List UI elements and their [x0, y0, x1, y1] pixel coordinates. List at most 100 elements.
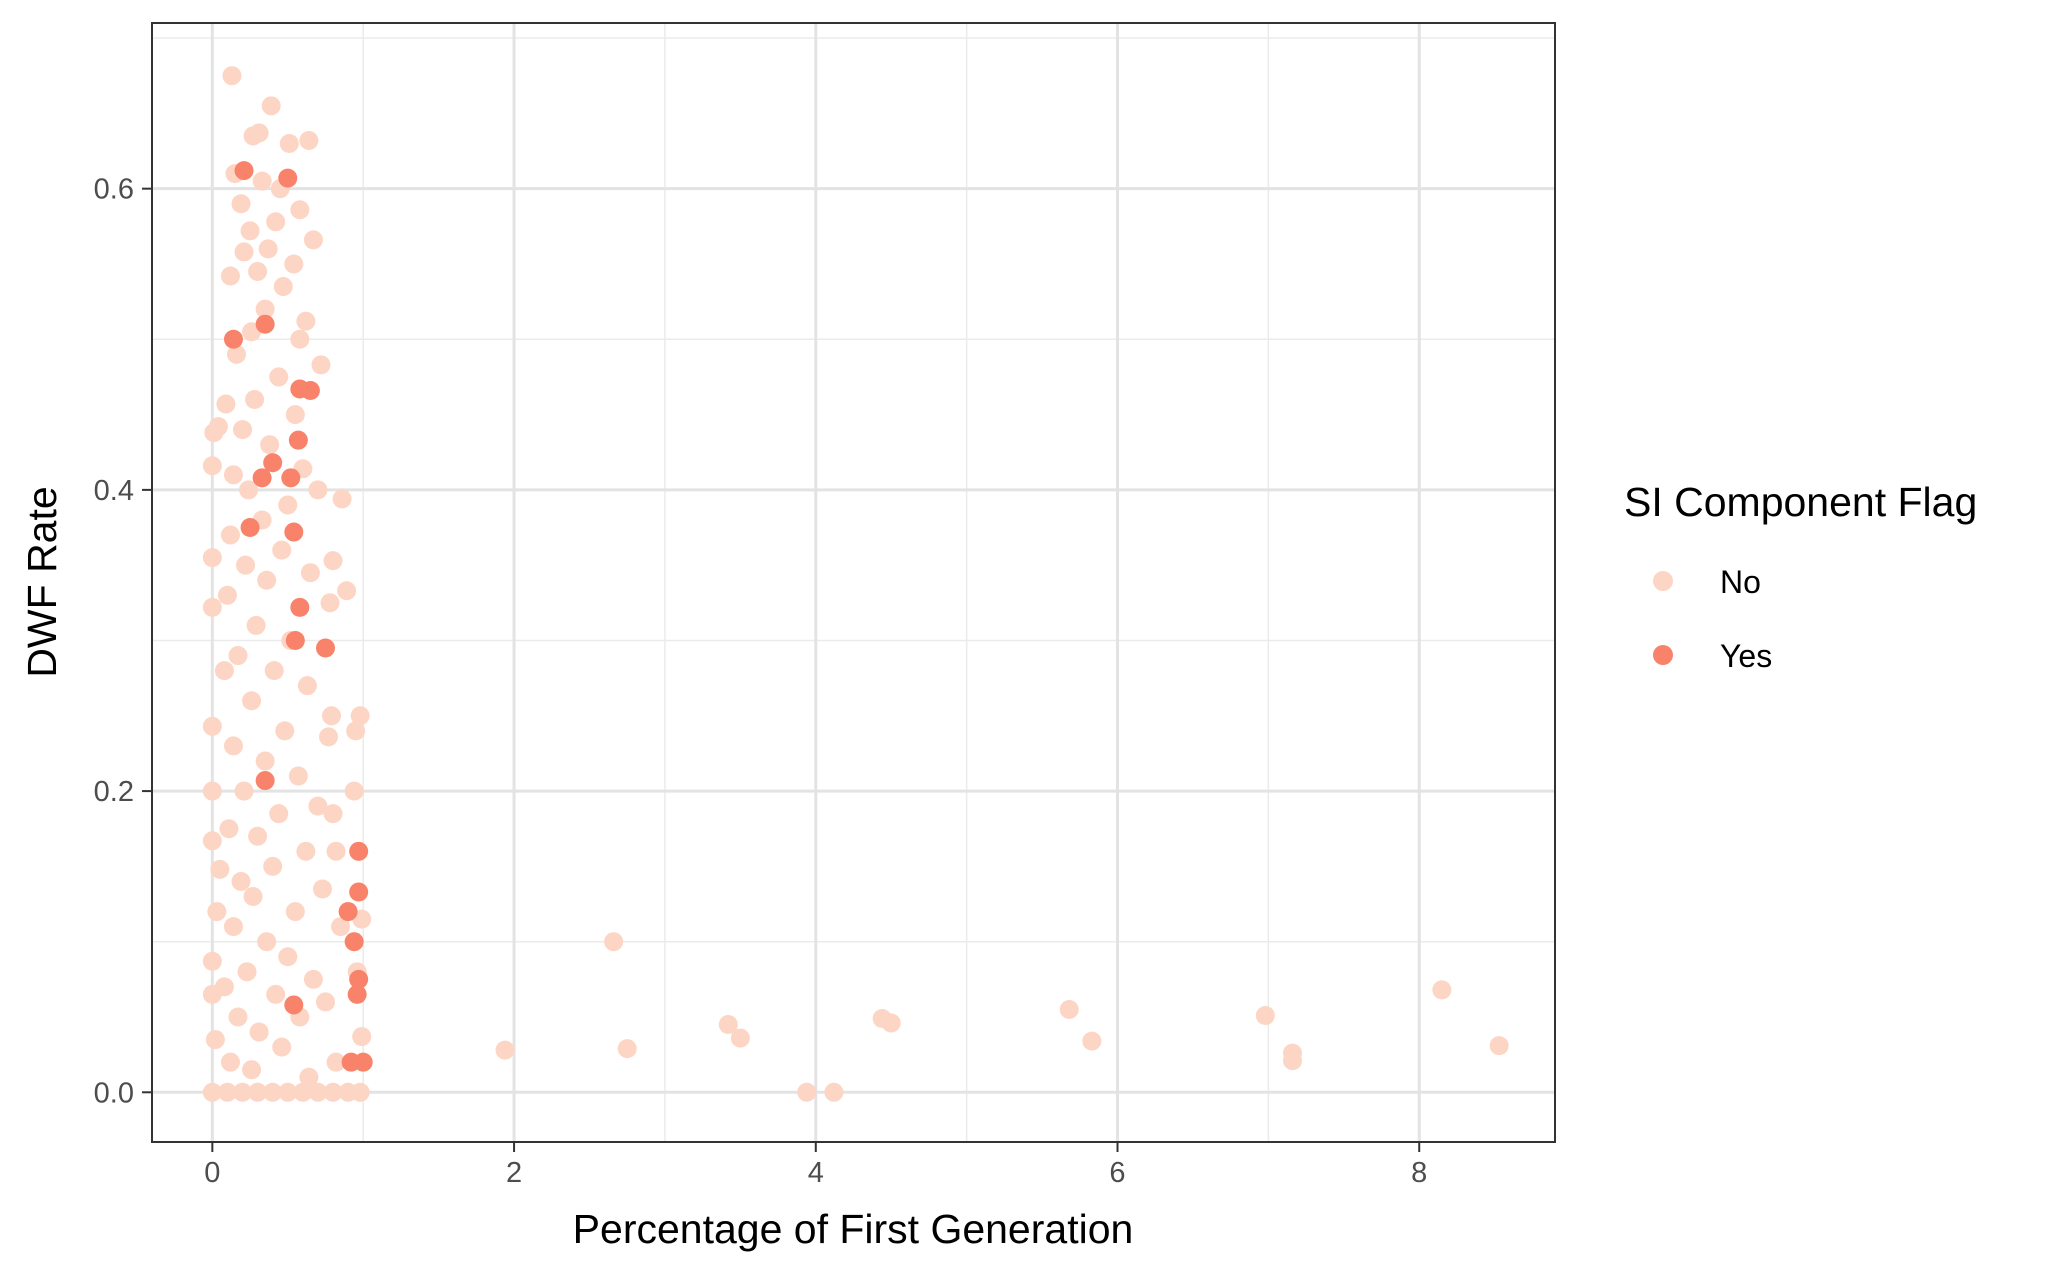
- data-point-no: [299, 1067, 319, 1087]
- data-point-no: [617, 1039, 637, 1059]
- data-point-no: [266, 984, 286, 1004]
- data-point-no: [202, 831, 222, 851]
- y-tick-label: 0.2: [94, 776, 134, 808]
- data-point-no: [326, 1052, 346, 1072]
- data-point-yes: [252, 468, 272, 488]
- data-point-yes: [347, 984, 367, 1004]
- data-point-no: [344, 781, 364, 801]
- data-point-no: [249, 123, 269, 143]
- major-gridlines: [152, 23, 1555, 1142]
- data-point-yes: [281, 468, 301, 488]
- data-point-no: [202, 984, 222, 1004]
- data-point-no: [216, 394, 236, 414]
- x-tick-label: 8: [1411, 1157, 1427, 1189]
- data-point-no: [202, 716, 222, 736]
- y-axis-ticks: 0.0 0.2 0.4 0.6: [94, 174, 152, 1109]
- data-point-no: [219, 819, 239, 839]
- data-point-no: [236, 555, 256, 575]
- data-point-no: [346, 721, 366, 741]
- plot-background: [152, 23, 1555, 1142]
- data-point-yes: [285, 630, 305, 650]
- data-point-yes: [349, 969, 369, 989]
- y-tick-label: 0.4: [94, 475, 134, 507]
- data-point-no: [243, 887, 263, 907]
- data-point-no: [217, 585, 237, 605]
- data-point-no: [210, 859, 230, 879]
- data-point-no: [239, 480, 259, 500]
- data-point-no: [223, 736, 243, 756]
- data-point-no: [320, 593, 340, 613]
- data-point-no: [246, 615, 266, 635]
- data-point-no: [881, 1013, 901, 1033]
- data-point-no: [202, 1082, 222, 1102]
- data-point-no: [223, 917, 243, 937]
- data-point-no: [264, 661, 284, 681]
- data-point-no: [257, 932, 277, 952]
- data-point-no: [226, 344, 246, 364]
- data-point-no: [1283, 1051, 1303, 1071]
- data-point-no: [231, 871, 251, 891]
- data-point-no: [233, 1082, 253, 1102]
- data-point-no: [278, 947, 298, 967]
- data-point-no: [290, 200, 310, 220]
- data-point-no: [205, 1030, 225, 1050]
- data-point-no: [337, 581, 357, 601]
- data-point-no: [202, 951, 222, 971]
- data-point-no: [352, 1027, 372, 1047]
- data-point-no: [296, 841, 316, 861]
- data-point-no: [332, 489, 352, 509]
- data-point-no: [207, 902, 227, 922]
- data-point-no: [284, 254, 304, 274]
- data-point-no: [220, 525, 240, 545]
- data-point-no: [263, 856, 283, 876]
- data-point-no: [300, 563, 320, 583]
- data-point-no: [350, 1082, 370, 1102]
- x-tick-label: 2: [506, 1157, 522, 1189]
- data-point-no: [278, 495, 298, 515]
- data-point-no: [285, 405, 305, 425]
- data-point-no: [234, 781, 254, 801]
- data-point-yes: [263, 453, 283, 473]
- data-point-no: [263, 1082, 283, 1102]
- data-point-no: [202, 548, 222, 568]
- data-point-no: [311, 355, 331, 375]
- data-point-no: [293, 1082, 313, 1102]
- series-yes-points: [223, 161, 373, 1072]
- data-point-yes: [349, 882, 369, 902]
- data-point-no: [331, 917, 351, 937]
- data-point-no: [202, 597, 222, 617]
- data-point-no: [220, 1052, 240, 1072]
- data-point-no: [242, 1060, 262, 1080]
- data-point-no: [323, 804, 343, 824]
- data-point-no: [730, 1028, 750, 1048]
- data-point-no: [312, 879, 332, 899]
- data-point-no: [269, 804, 289, 824]
- data-point-no: [326, 841, 346, 861]
- data-point-no: [319, 727, 339, 747]
- data-point-no: [252, 171, 272, 191]
- legend-key-yes: [1653, 645, 1673, 665]
- data-point-yes: [284, 522, 304, 542]
- data-point-no: [604, 932, 624, 952]
- x-tick-label: 4: [808, 1157, 824, 1189]
- data-point-no: [208, 417, 228, 437]
- data-point-no: [234, 242, 254, 262]
- data-point-no: [257, 570, 277, 590]
- legend-label-yes: Yes: [1720, 638, 1772, 674]
- data-point-no: [258, 239, 278, 259]
- x-tick-label: 6: [1109, 1157, 1125, 1189]
- x-tick-label: 0: [204, 1157, 220, 1189]
- data-point-no: [260, 435, 280, 455]
- data-point-no: [350, 706, 370, 726]
- data-point-no: [228, 1007, 248, 1027]
- data-point-no: [297, 676, 317, 696]
- data-point-yes: [255, 771, 275, 791]
- data-point-yes: [344, 932, 364, 952]
- data-point-no: [231, 194, 251, 214]
- data-point-no: [228, 646, 248, 666]
- data-point-no: [322, 706, 342, 726]
- x-axis-title: Percentage of First Generation: [573, 1206, 1134, 1252]
- data-point-no: [249, 1022, 269, 1042]
- data-point-yes: [284, 995, 304, 1015]
